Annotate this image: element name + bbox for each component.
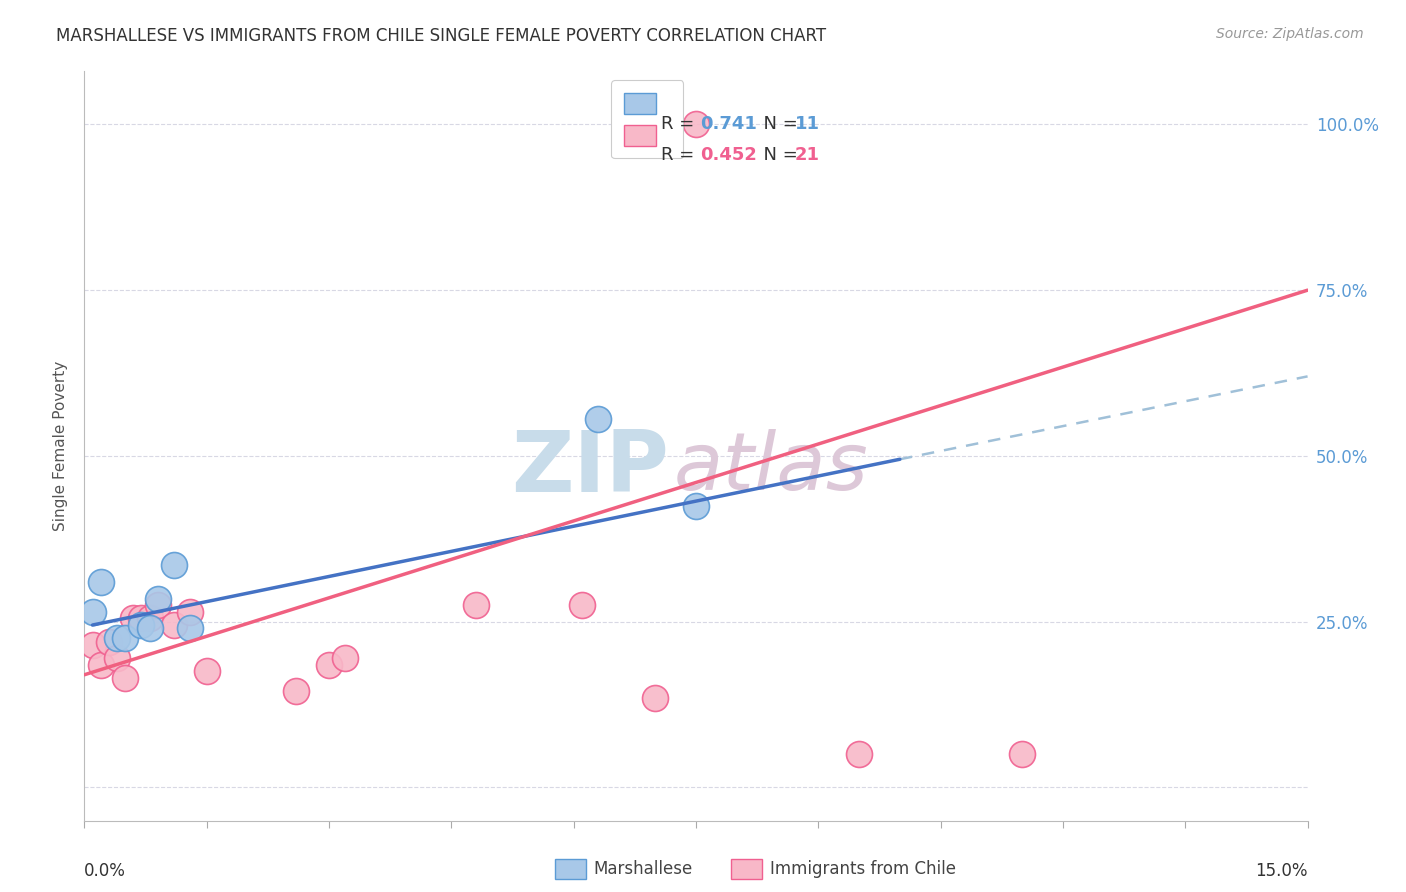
Point: [163, 618, 186, 632]
Text: N =: N =: [752, 146, 804, 164]
Point: [138, 611, 160, 625]
Point: [105, 651, 128, 665]
Text: MARSHALLESE VS IMMIGRANTS FROM CHILE SINGLE FEMALE POVERTY CORRELATION CHART: MARSHALLESE VS IMMIGRANTS FROM CHILE SIN…: [56, 27, 827, 45]
Point: [97, 634, 120, 648]
Point: [90, 574, 112, 589]
Text: 0.0%: 0.0%: [84, 862, 127, 880]
Text: Immigrants from Chile: Immigrants from Chile: [770, 860, 956, 878]
Point: [685, 117, 707, 131]
Point: [195, 665, 218, 679]
Y-axis label: Single Female Poverty: Single Female Poverty: [53, 361, 69, 531]
Point: [146, 591, 169, 606]
Text: R =: R =: [661, 146, 700, 164]
Point: [318, 657, 340, 672]
Point: [114, 632, 136, 646]
Point: [586, 412, 609, 426]
Point: [114, 671, 136, 685]
Point: [335, 651, 357, 665]
Point: [179, 621, 201, 635]
Point: [179, 605, 201, 619]
Point: [82, 638, 104, 652]
Text: Marshallese: Marshallese: [593, 860, 693, 878]
Point: [82, 605, 104, 619]
Text: 15.0%: 15.0%: [1256, 862, 1308, 880]
Point: [122, 611, 145, 625]
Point: [146, 598, 169, 612]
Text: ZIP: ZIP: [512, 427, 669, 510]
Point: [131, 618, 153, 632]
Point: [163, 558, 186, 573]
Text: Source: ZipAtlas.com: Source: ZipAtlas.com: [1216, 27, 1364, 41]
Text: 0.452: 0.452: [700, 146, 758, 164]
Text: 0.741: 0.741: [700, 115, 758, 133]
Text: 11: 11: [794, 115, 820, 133]
Point: [105, 632, 128, 646]
Point: [848, 747, 870, 762]
Text: R =: R =: [661, 115, 700, 133]
Point: [285, 684, 308, 698]
Point: [90, 657, 112, 672]
Point: [464, 598, 486, 612]
Legend: , : ,: [612, 80, 683, 158]
Point: [571, 598, 593, 612]
Text: 21: 21: [794, 146, 820, 164]
Point: [644, 690, 666, 705]
Text: atlas: atlas: [673, 429, 869, 508]
Point: [131, 611, 153, 625]
Point: [138, 621, 160, 635]
Point: [685, 499, 707, 513]
Point: [1011, 747, 1033, 762]
Text: N =: N =: [752, 115, 804, 133]
